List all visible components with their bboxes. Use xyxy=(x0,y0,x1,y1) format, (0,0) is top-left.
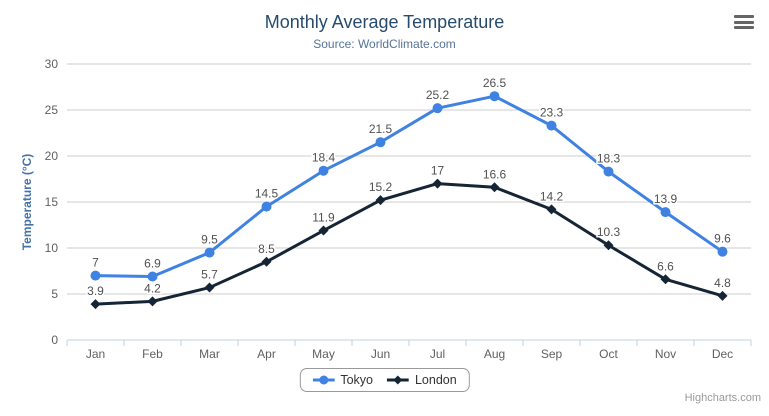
data-label: 9.5 xyxy=(201,233,218,247)
data-label: 21.5 xyxy=(369,122,393,136)
legend-label: London xyxy=(414,373,457,387)
y-tick-label: 10 xyxy=(45,241,59,255)
data-point-marker[interactable] xyxy=(261,256,272,267)
data-label: 15.2 xyxy=(369,180,393,194)
data-point-marker[interactable] xyxy=(147,271,158,282)
data-label: 14.5 xyxy=(255,187,279,201)
data-point-marker[interactable] xyxy=(90,299,101,310)
legend-label: Tokyo xyxy=(340,373,373,387)
data-label: 14.2 xyxy=(540,189,564,203)
y-tick-label: 5 xyxy=(51,287,58,301)
data-label: 25.2 xyxy=(426,88,450,102)
y-tick-label: 25 xyxy=(45,103,59,117)
x-tick-label: Sep xyxy=(541,347,563,361)
data-point-marker[interactable] xyxy=(603,166,614,177)
data-label: 3.9 xyxy=(87,284,104,298)
data-point-marker[interactable] xyxy=(717,290,728,301)
export-menu-button[interactable] xyxy=(734,13,754,31)
data-label: 7 xyxy=(92,256,99,270)
y-tick-label: 0 xyxy=(51,333,58,347)
data-label: 5.7 xyxy=(201,268,218,282)
x-tick-label: May xyxy=(312,347,335,361)
data-point-marker[interactable] xyxy=(660,274,671,285)
data-point-marker[interactable] xyxy=(375,195,386,206)
data-point-marker[interactable] xyxy=(660,207,671,218)
x-tick-label: Mar xyxy=(199,347,220,361)
hamburger-icon xyxy=(734,20,754,24)
x-tick-label: Feb xyxy=(142,347,163,361)
data-point-marker[interactable] xyxy=(147,296,158,307)
series-line-london[interactable] xyxy=(94,182,724,306)
x-tick-label: Aug xyxy=(484,347,505,361)
data-label: 16.6 xyxy=(483,167,507,181)
data-label: 4.8 xyxy=(714,276,731,290)
x-tick-label: Jan xyxy=(86,347,105,361)
data-point-marker[interactable] xyxy=(546,120,557,131)
data-label: 10.3 xyxy=(597,225,621,239)
x-tick-label: Jun xyxy=(371,347,390,361)
data-point-marker[interactable] xyxy=(546,204,557,215)
data-label: 23.3 xyxy=(540,106,564,120)
data-point-marker[interactable] xyxy=(489,91,500,102)
x-tick-label: Apr xyxy=(257,347,276,361)
x-tick-label: Nov xyxy=(655,347,676,361)
data-label: 13.9 xyxy=(654,192,678,206)
data-label: 4.2 xyxy=(144,281,161,295)
data-point-marker[interactable] xyxy=(204,282,215,293)
circle-marker-icon xyxy=(312,375,335,385)
x-tick-label: Dec xyxy=(712,347,733,361)
legend: Tokyo London xyxy=(299,368,470,392)
y-tick-label: 15 xyxy=(45,195,59,209)
data-label: 8.5 xyxy=(258,242,275,256)
x-tick-label: Jul xyxy=(430,347,445,361)
hamburger-icon xyxy=(734,26,754,29)
chart-title: Monthly Average Temperature xyxy=(264,12,505,32)
y-tick-label: 20 xyxy=(45,149,59,163)
data-label: 17 xyxy=(431,164,445,178)
data-point-marker[interactable] xyxy=(489,182,500,193)
data-label: 6.9 xyxy=(144,257,161,271)
data-point-marker[interactable] xyxy=(375,137,386,148)
chart-subtitle: Source: WorldClimate.com xyxy=(313,37,456,51)
data-point-marker[interactable] xyxy=(318,165,329,176)
data-label: 18.3 xyxy=(597,152,621,166)
credits-link[interactable]: Highcharts.com xyxy=(684,392,761,404)
hamburger-icon xyxy=(734,15,754,18)
legend-item-tokyo[interactable]: Tokyo xyxy=(312,373,373,387)
data-label: 11.9 xyxy=(312,211,335,225)
data-point-marker[interactable] xyxy=(90,270,101,281)
data-point-marker[interactable] xyxy=(432,103,443,114)
x-tick-label: Oct xyxy=(599,347,618,361)
data-label: 26.5 xyxy=(483,76,507,90)
data-point-marker[interactable] xyxy=(318,225,329,236)
data-label: 6.6 xyxy=(657,259,674,273)
data-label: 18.4 xyxy=(312,151,336,165)
data-label: 9.6 xyxy=(714,232,731,246)
data-point-marker[interactable] xyxy=(717,246,728,257)
data-point-marker[interactable] xyxy=(603,240,614,251)
data-point-marker[interactable] xyxy=(261,201,272,212)
y-tick-label: 30 xyxy=(45,57,59,71)
legend-item-london[interactable]: London xyxy=(386,373,457,387)
data-point-marker[interactable] xyxy=(204,247,215,258)
diamond-marker-icon xyxy=(386,375,409,385)
series-line-tokyo[interactable] xyxy=(94,94,724,279)
data-point-marker[interactable] xyxy=(432,178,443,189)
